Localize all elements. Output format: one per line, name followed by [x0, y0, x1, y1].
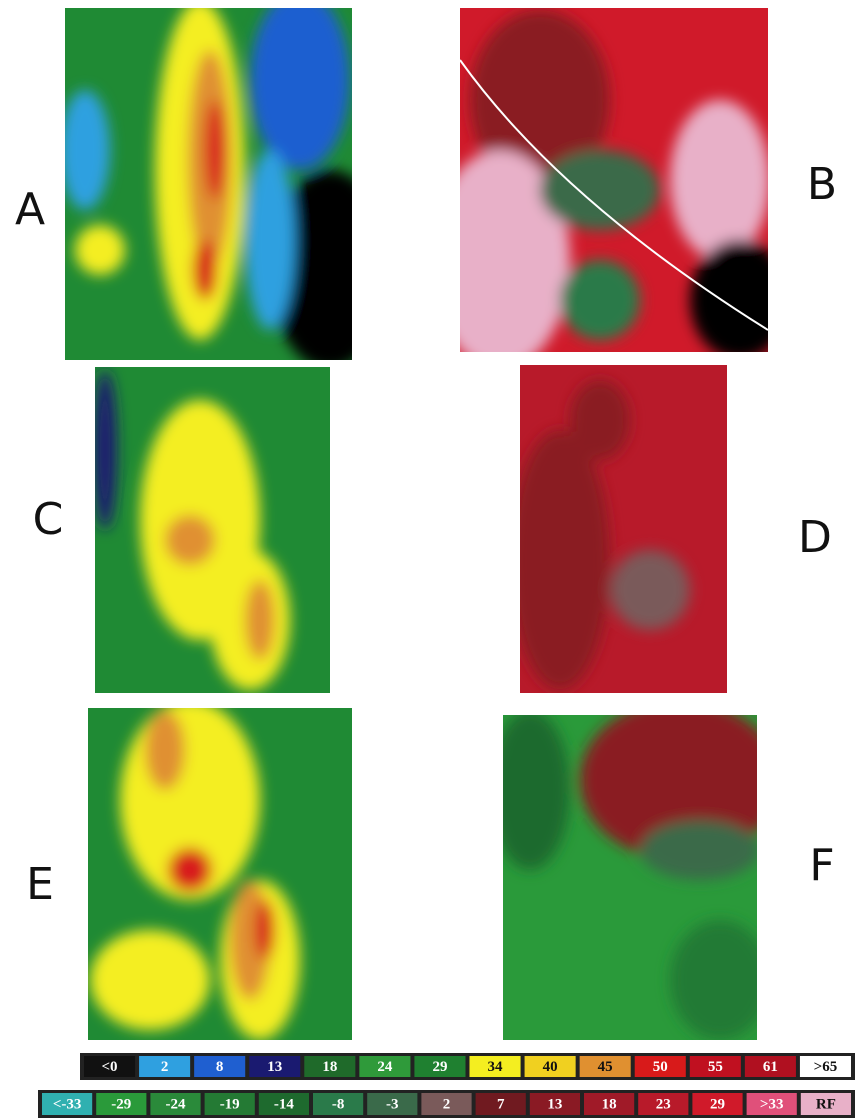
panel-label: F — [809, 840, 834, 891]
panel-label: D — [798, 512, 832, 563]
legend-label: <-33 — [53, 1096, 82, 1112]
legend-label: 45 — [598, 1059, 613, 1075]
legend-label: 55 — [708, 1059, 723, 1075]
legend-label: 2 — [443, 1096, 451, 1112]
legend-label: -8 — [332, 1096, 345, 1112]
legend-label: 8 — [216, 1059, 224, 1075]
panel-label: A — [15, 184, 45, 235]
legend-label: 50 — [653, 1059, 668, 1075]
legend-label: -29 — [111, 1096, 131, 1112]
legend-label: 18 — [602, 1096, 617, 1112]
legend-label: RF — [816, 1096, 836, 1112]
radar-panel — [88, 700, 352, 1040]
legend-label: 23 — [656, 1096, 671, 1112]
legend-label: 24 — [377, 1059, 393, 1075]
legend-label: -14 — [274, 1096, 294, 1112]
legend-label: 29 — [710, 1096, 725, 1112]
radar-panel — [510, 365, 727, 693]
legend-label: 2 — [161, 1059, 169, 1075]
legend-label: 18 — [322, 1059, 337, 1075]
legend-label: <0 — [102, 1059, 118, 1075]
panel-label: C — [33, 494, 64, 545]
radar-panel — [490, 700, 780, 1040]
radar-panel — [60, 0, 390, 370]
legend-label: 13 — [547, 1096, 562, 1112]
legend-label: 34 — [488, 1059, 504, 1075]
legend-label: >65 — [814, 1059, 838, 1075]
figure: A B C D E F <0 2 8 13 18 24 29 34 40 45 50 55 61 >65 <… — [0, 0, 863, 1120]
legend-label: -3 — [386, 1096, 399, 1112]
legend-label: 40 — [543, 1059, 558, 1075]
radar-panel — [430, 8, 790, 370]
legend-label: -19 — [220, 1096, 240, 1112]
legend-label: 61 — [763, 1059, 778, 1075]
legend-label: >33 — [760, 1096, 784, 1112]
legend-label: -24 — [166, 1096, 186, 1112]
radar-panel — [93, 367, 330, 693]
legend-label: 29 — [432, 1059, 447, 1075]
panel-label: E — [26, 859, 54, 910]
legend-label: 13 — [267, 1059, 282, 1075]
page: A B C D E F <0 2 8 13 18 24 29 34 40 45 50 55 61 >65 <… — [0, 0, 863, 1120]
legend-label: 7 — [497, 1096, 505, 1112]
panel-label: B — [807, 159, 837, 210]
